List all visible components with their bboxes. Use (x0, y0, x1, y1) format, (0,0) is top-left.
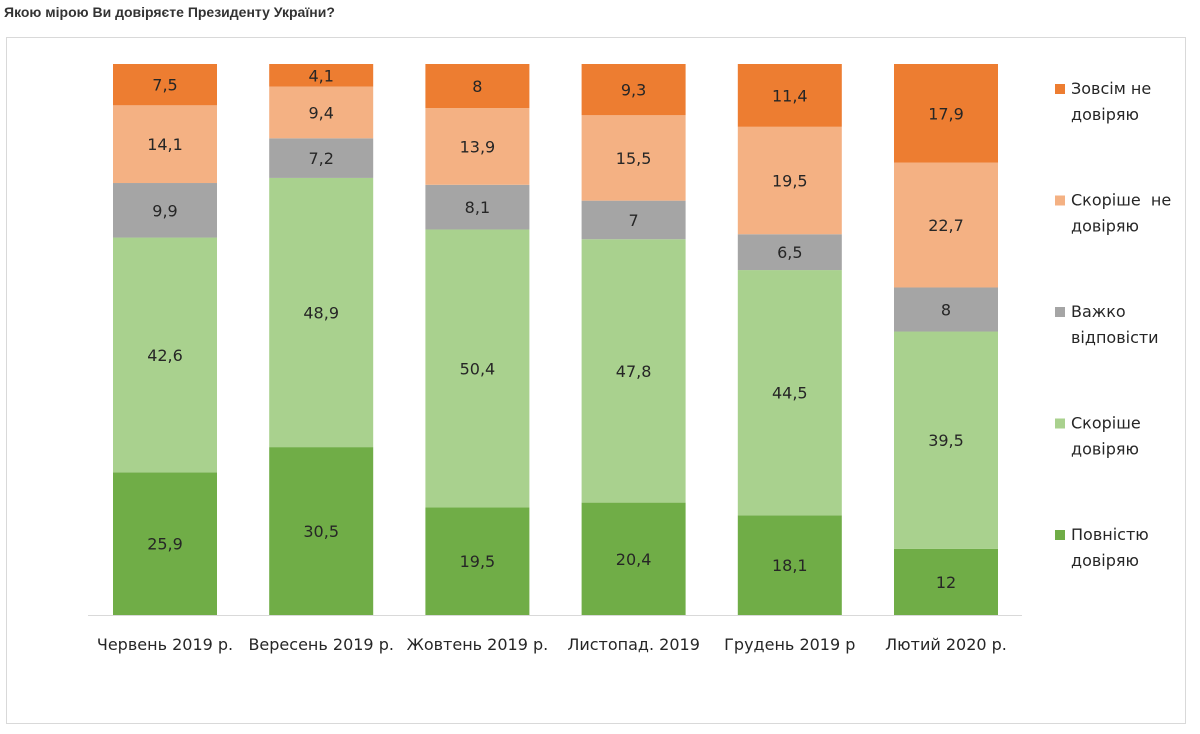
legend-item-full_distrust: Зовсім не довіряю (1055, 79, 1151, 124)
legend-swatch (1055, 195, 1065, 206)
data-label-rather_trust: 50,4 (460, 359, 496, 378)
legend-label: довіряю (1071, 440, 1139, 459)
x-tick-label: Жовтень 2019 р. (407, 635, 549, 654)
bar-segment-rather_trust (581, 239, 686, 503)
legend-swatch (1055, 418, 1065, 429)
bar-segment-hard_to_say (113, 183, 217, 238)
data-label-full_distrust: 7,5 (152, 76, 177, 95)
bar-segment-rather_distrust (113, 105, 217, 184)
data-label-hard_to_say: 8 (941, 301, 951, 320)
data-label-rather_trust: 39,5 (928, 431, 964, 450)
data-label-rather_distrust: 14,1 (147, 135, 183, 154)
chart-frame (6, 37, 1186, 724)
bar-segment-rather_trust (425, 229, 530, 508)
data-label-rather_distrust: 9,4 (308, 103, 333, 122)
data-label-hard_to_say: 7 (629, 211, 639, 230)
legend-label: довіряю (1071, 217, 1139, 236)
data-label-full_trust: 20,4 (616, 550, 652, 569)
bar-segment-full_distrust (737, 64, 842, 127)
bar-segment-full_trust (113, 472, 217, 615)
data-label-full_distrust: 17,9 (928, 104, 964, 123)
x-tick-label: Листопад. 2019 (567, 635, 700, 654)
bar-segment-rather_distrust (737, 126, 842, 235)
legend-label: Скоріше не (1071, 191, 1171, 210)
data-label-full_trust: 25,9 (147, 535, 183, 554)
x-tick-label: Грудень 2019 р (724, 635, 855, 654)
bar-segment-full_trust (894, 548, 998, 615)
data-label-full_trust: 12 (936, 573, 956, 592)
bar-segment-rather_trust (269, 177, 374, 448)
legend-item-rather_trust: Скоріше довіряю (1055, 414, 1141, 459)
data-label-hard_to_say: 8,1 (465, 198, 490, 217)
data-label-hard_to_say: 7,2 (308, 149, 333, 168)
legend-swatch (1055, 84, 1065, 94)
legend-label: довіряю (1071, 551, 1139, 570)
bar-segment-full_distrust (581, 64, 686, 116)
x-tick-label: Вересень 2019 р. (248, 635, 393, 654)
bar-segment-full_distrust (894, 64, 998, 163)
legend-label: Важко (1071, 302, 1126, 321)
bar-segment-rather_trust (894, 331, 998, 549)
legend-swatch (1055, 307, 1065, 317)
bar-segment-hard_to_say (737, 234, 842, 271)
bar-segment-rather_distrust (894, 162, 998, 288)
bar-segment-hard_to_say (581, 200, 686, 240)
data-label-rather_trust: 44,5 (772, 384, 808, 403)
x-tick-label: Лютий 2020 р. (885, 635, 1007, 654)
legend-label: Повністю (1071, 525, 1149, 544)
data-label-full_distrust: 8 (472, 77, 482, 96)
data-label-full_trust: 18,1 (772, 556, 808, 575)
data-label-full_distrust: 11,4 (772, 86, 808, 105)
data-label-full_distrust: 9,3 (621, 81, 646, 100)
bar-segment-full_distrust (425, 64, 530, 109)
bar-segment-rather_distrust (425, 108, 530, 185)
bar-segment-full_trust (425, 507, 530, 615)
legend-item-full_trust: Повністю довіряю (1055, 525, 1149, 570)
bar-segment-rather_distrust (269, 86, 374, 139)
data-label-hard_to_say: 6,5 (777, 243, 802, 262)
bar-stack-2: 19,5 50,4 8,1 13,9 8 (425, 64, 530, 615)
data-label-full_trust: 19,5 (460, 552, 496, 571)
legend-label: відповісти (1071, 328, 1159, 347)
data-label-hard_to_say: 9,9 (152, 201, 177, 220)
bar-segment-hard_to_say (269, 138, 374, 178)
data-label-rather_distrust: 19,5 (772, 172, 808, 191)
bar-stack-5: 12 39,5 8 22,7 17,9 (894, 64, 998, 615)
bar-segment-full_trust (581, 502, 686, 615)
data-label-rather_trust: 48,9 (303, 304, 339, 323)
bar-stack-1: 30,5 48,9 7,2 9,4 4,1 (269, 64, 374, 615)
bar-stack-4: 18,1 44,5 6,5 19,5 11,4 (737, 64, 842, 615)
data-label-rather_distrust: 22,7 (928, 216, 964, 235)
x-tick-label: Червень 2019 р. (97, 635, 233, 654)
bar-segment-full_distrust (269, 64, 374, 87)
legend-item-hard_to_say: Важко відповісти (1055, 302, 1159, 347)
data-label-rather_distrust: 15,5 (616, 149, 652, 168)
data-label-full_trust: 30,5 (303, 522, 339, 541)
bar-segment-rather_trust (737, 270, 842, 516)
legend-label: Зовсім не (1071, 79, 1151, 98)
bar-stack-3: 20,4 47,8 7 15,5 9,3 (581, 64, 686, 615)
bar-segment-full_distrust (113, 64, 217, 106)
legend-item-rather_distrust: Скоріше не довіряю (1055, 191, 1171, 236)
legend-label: довіряю (1071, 105, 1139, 124)
data-label-rather_distrust: 13,9 (460, 137, 496, 156)
bar-segment-rather_trust (113, 237, 217, 473)
chart-title: Якою мірою Ви довіряєте Президенту Украї… (4, 4, 335, 20)
data-label-full_distrust: 4,1 (308, 66, 333, 85)
bar-segment-rather_distrust (581, 115, 686, 201)
legend-label: Скоріше (1071, 414, 1141, 433)
bar-segment-full_trust (737, 515, 842, 615)
bar-stack-0: 25,9 42,6 9,9 14,1 7,5 (113, 64, 217, 615)
bar-segment-hard_to_say (894, 287, 998, 332)
bar-segment-full_trust (269, 447, 374, 615)
data-label-rather_trust: 47,8 (616, 362, 652, 381)
bar-segment-hard_to_say (425, 184, 530, 230)
data-label-rather_trust: 42,6 (147, 346, 183, 365)
legend-swatch (1055, 530, 1065, 540)
